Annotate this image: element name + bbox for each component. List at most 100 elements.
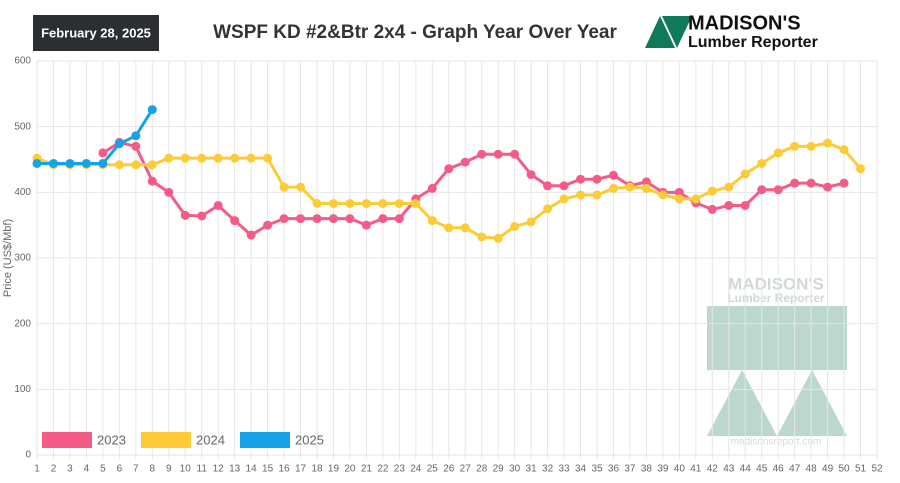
x-tick-label: 5 [100, 464, 106, 475]
data-point [131, 160, 141, 170]
data-point [641, 183, 651, 193]
x-tick-label: 11 [197, 464, 208, 475]
data-point [790, 178, 800, 188]
x-tick-label: 35 [591, 464, 603, 475]
x-tick-label: 13 [229, 464, 241, 475]
data-point [526, 170, 536, 180]
legend-label: 2025 [295, 432, 324, 447]
x-tick-label: 48 [806, 464, 818, 475]
y-tick-label: 400 [14, 187, 31, 198]
data-point [328, 198, 338, 208]
data-point [164, 153, 174, 163]
logo: MADISON'S Lumber Reporter [645, 12, 818, 51]
data-point [526, 217, 536, 227]
data-point [740, 200, 750, 210]
data-point [114, 160, 124, 170]
x-tick-label: 7 [133, 464, 139, 475]
x-tick-label: 38 [641, 464, 653, 475]
legend-swatch [240, 432, 290, 448]
data-point [147, 105, 157, 115]
x-tick-label: 14 [246, 464, 258, 475]
x-tick-label: 28 [476, 464, 488, 475]
data-point [361, 198, 371, 208]
x-tick-label: 21 [361, 464, 373, 475]
x-tick-label: 10 [180, 464, 192, 475]
data-point [493, 149, 503, 159]
data-point [740, 169, 750, 179]
data-point [608, 183, 618, 193]
data-point [724, 200, 734, 210]
x-tick-label: 31 [526, 464, 538, 475]
data-point [131, 141, 141, 151]
data-point [477, 149, 487, 159]
x-tick-label: 3 [67, 464, 73, 475]
data-point [312, 214, 322, 224]
data-point [608, 170, 618, 180]
x-tick-label: 43 [723, 464, 735, 475]
data-point [65, 158, 75, 168]
data-point [444, 223, 454, 233]
data-point [32, 158, 42, 168]
logo-name: MADISON'S [688, 12, 801, 34]
data-point [411, 198, 421, 208]
data-point [394, 198, 404, 208]
x-tick-label: 41 [690, 464, 702, 475]
x-tick-label: 25 [427, 464, 439, 475]
data-point [394, 214, 404, 224]
data-point [147, 176, 157, 186]
data-point [213, 200, 223, 210]
data-point [197, 153, 207, 163]
data-point [674, 187, 684, 197]
data-point [345, 198, 355, 208]
x-tick-label: 33 [558, 464, 570, 475]
data-point [510, 149, 520, 159]
x-tick-label: 1 [34, 464, 40, 475]
x-tick-label: 8 [150, 464, 156, 475]
data-point [559, 181, 569, 191]
data-point [180, 153, 190, 163]
x-tick-label: 23 [394, 464, 406, 475]
x-tick-label: 29 [493, 464, 505, 475]
watermark-shape [707, 370, 777, 436]
x-tick-label: 26 [443, 464, 455, 475]
data-point [427, 216, 437, 226]
data-point [543, 204, 553, 214]
x-tick-label: 17 [295, 464, 307, 475]
watermark-shape [707, 306, 847, 370]
x-tick-label: 51 [855, 464, 867, 475]
x-tick-label: 50 [838, 464, 850, 475]
y-tick-label: 500 [14, 121, 31, 132]
x-tick-label: 52 [871, 464, 883, 475]
legend-swatch [141, 432, 191, 448]
data-point [806, 178, 816, 188]
x-tick-label: 15 [262, 464, 274, 475]
data-point [576, 190, 586, 200]
x-tick-label: 49 [822, 464, 834, 475]
data-point [839, 178, 849, 188]
watermark-shape [777, 370, 847, 436]
data-point [263, 153, 273, 163]
data-point [180, 210, 190, 220]
data-point [576, 174, 586, 184]
logo-shape [662, 16, 692, 48]
y-tick-label: 100 [14, 384, 31, 395]
data-point [246, 230, 256, 240]
data-point [839, 145, 849, 155]
x-tick-label: 44 [740, 464, 752, 475]
x-tick-label: 37 [624, 464, 636, 475]
x-tick-label: 24 [410, 464, 422, 475]
grid [36, 60, 878, 459]
data-point [164, 187, 174, 197]
data-point [823, 182, 833, 192]
chart-title: WSPF KD #2&Btr 2x4 - Graph Year Over Yea… [213, 22, 617, 43]
data-point [197, 211, 207, 221]
legend-swatch [42, 432, 92, 448]
data-point [427, 183, 437, 193]
data-point [592, 190, 602, 200]
x-tick-label: 9 [166, 464, 172, 475]
y-tick-label: 600 [14, 56, 31, 67]
data-point [279, 182, 289, 192]
y-axis-label: Price (US$/Mbf) [2, 219, 14, 297]
x-tick-label: 36 [608, 464, 620, 475]
